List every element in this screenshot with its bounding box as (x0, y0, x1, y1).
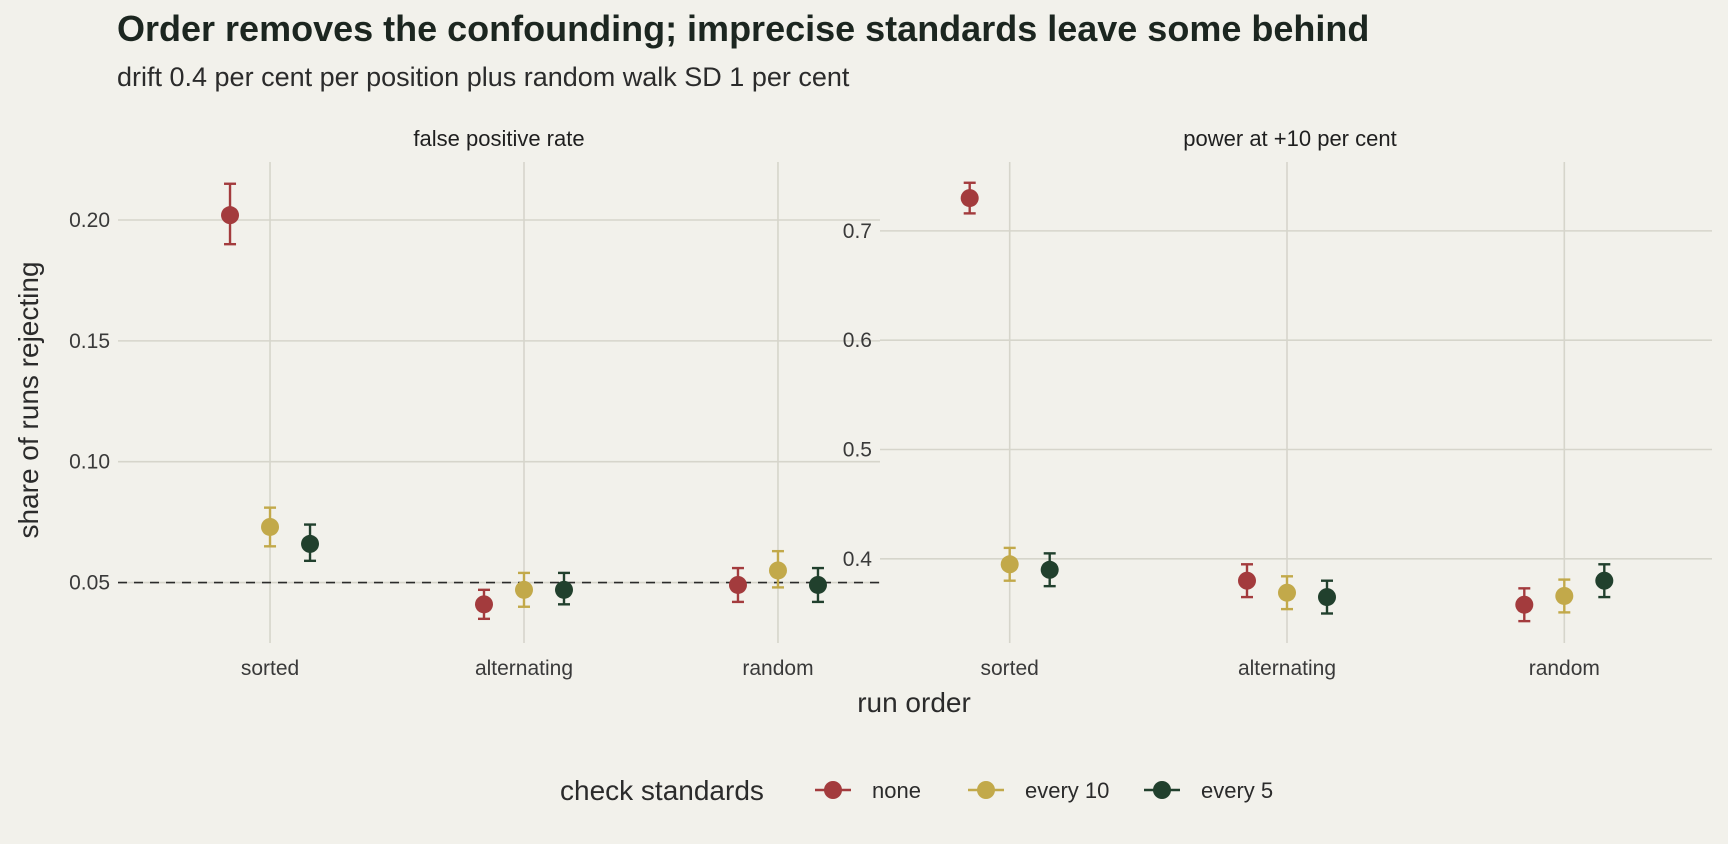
data-point (808, 575, 827, 594)
y-axis-title: share of runs rejecting (13, 261, 44, 538)
y-tick-label: 0.15 (69, 330, 110, 353)
legend-key-point (977, 781, 995, 799)
series-every-10 (261, 506, 787, 608)
legend-label: none (872, 778, 921, 803)
legend-item-every-10: every 10 (968, 778, 1109, 803)
data-point (1595, 571, 1614, 590)
data-point (1000, 555, 1019, 574)
data-point (221, 206, 240, 225)
data-point (1515, 595, 1534, 614)
data-point (1555, 586, 1574, 605)
x-tick-label: alternating (475, 657, 573, 680)
data-point (1318, 588, 1336, 607)
facet-title: false positive rate (413, 126, 584, 151)
facet-power-at-10-per-cent: 0.4 0.5 0.6 0.7 sorted alternating random power… (843, 126, 1712, 680)
y-tick-label: 0.5 (843, 439, 872, 462)
facet-title: power at +10 per cent (1183, 126, 1396, 151)
data-point (475, 595, 493, 614)
legend-key-point (1153, 781, 1171, 799)
y-tick-label: 0.7 (843, 220, 872, 243)
x-tick-label: random (742, 657, 813, 680)
x-tick-label: sorted (981, 657, 1039, 680)
data-point (1040, 560, 1059, 579)
series-every-5 (301, 523, 827, 606)
series-every-10 (1000, 546, 1574, 614)
data-point (960, 189, 979, 208)
data-point (1278, 583, 1296, 602)
data-point (768, 561, 787, 580)
x-axis-title: run order (857, 687, 971, 718)
x-tick-label: sorted (241, 657, 299, 680)
legend-item-none: none (815, 778, 921, 803)
y-tick-label: 0.20 (69, 209, 110, 232)
x-tick-label: alternating (1238, 657, 1336, 680)
y-tick-label: 0.6 (843, 329, 872, 352)
x-tick-label: random (1529, 657, 1600, 680)
facet-panels: 0.05 0.10 0.15 0.20 sorted alternating random f… (69, 126, 1712, 680)
chart-title: Order removes the confounding; imprecise… (117, 8, 1370, 49)
legend-title: check standards (560, 775, 764, 806)
data-point (728, 575, 747, 594)
legend-label: every 10 (1025, 778, 1109, 803)
legend-item-every-5: every 5 (1144, 778, 1273, 803)
data-point (555, 580, 573, 599)
y-tick-label: 0.05 (69, 572, 110, 595)
legend-key-point (824, 781, 842, 799)
y-tick-label: 0.10 (69, 451, 110, 474)
data-point (301, 534, 320, 553)
legend-label: every 5 (1201, 778, 1273, 803)
legend: check standards none every 10 every 5 (560, 775, 1273, 806)
series-none (960, 181, 1534, 623)
chart-subtitle: drift 0.4 per cent per position plus ran… (117, 62, 850, 92)
series-every-5 (1040, 552, 1614, 615)
y-tick-label: 0.4 (843, 548, 873, 571)
data-point (515, 580, 533, 599)
facet-false-positive-rate: 0.05 0.10 0.15 0.20 sorted alternating random f… (69, 126, 880, 680)
series-none (221, 182, 747, 621)
data-point (261, 517, 280, 536)
data-point (1238, 571, 1256, 590)
